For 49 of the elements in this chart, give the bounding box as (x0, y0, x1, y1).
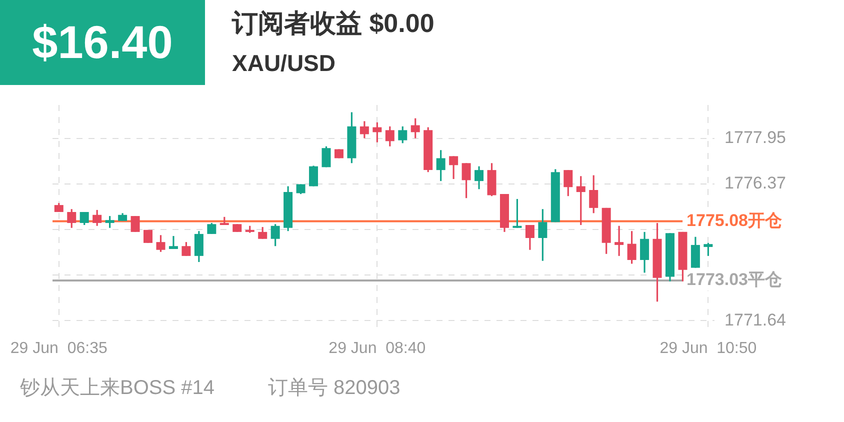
candlestick (512, 198, 522, 229)
candlestick (309, 164, 318, 188)
text: 钞从天上来BOSS #14 (20, 376, 215, 401)
candlestick (360, 120, 369, 140)
candlestick (640, 231, 650, 274)
candlestick (130, 215, 140, 233)
candlestick (564, 169, 573, 197)
candlestick (614, 225, 624, 257)
candlestick (525, 224, 534, 251)
candlestick (627, 230, 636, 265)
candlestick (576, 175, 586, 226)
y-tick-label: 1771.64 (724, 310, 786, 330)
candlestick (182, 241, 191, 257)
candlestick (67, 208, 76, 229)
candlestick (398, 126, 408, 144)
candlestick (589, 174, 598, 214)
candlestick (92, 209, 102, 227)
candlestick (194, 230, 204, 263)
x-tick-label: 29 Jun 08:40 (328, 340, 426, 357)
ref-line-label: 1775.08开仓 (686, 210, 783, 230)
candlestick (449, 155, 458, 180)
candlestick (410, 118, 420, 140)
y-tick-label: 1777.95 (724, 128, 786, 147)
candlestick (258, 226, 268, 240)
candlestick (296, 183, 306, 195)
x-tick-label: 29 Jun 10:50 (660, 340, 757, 357)
candlestick (322, 146, 331, 168)
candlestick (80, 211, 89, 226)
candlestick (144, 229, 153, 244)
candlestick (207, 222, 216, 235)
text: $16.40 (0, 0, 205, 85)
candlestick (385, 126, 394, 148)
candlestick (436, 149, 446, 182)
text: 订单号 820903 (268, 376, 400, 401)
candlestick (168, 235, 178, 250)
candlestick (105, 215, 114, 229)
candlestick (538, 208, 548, 262)
candlestick (270, 223, 280, 247)
candlestick (704, 242, 713, 257)
chart-title: 订阅者收益 $0.00 (232, 7, 434, 40)
candlestick (474, 166, 484, 190)
candlestick (156, 234, 166, 253)
chart-subtitle: XAU/USD (232, 50, 336, 77)
candlestick (462, 162, 471, 199)
x-tick-label: 29 Jun 06:35 (10, 340, 108, 357)
ref-line-label: 1773.03平仓 (686, 270, 783, 290)
y-tick-label: 1776.37 (724, 174, 786, 193)
candlestick (690, 236, 700, 269)
candlestick (372, 122, 382, 144)
